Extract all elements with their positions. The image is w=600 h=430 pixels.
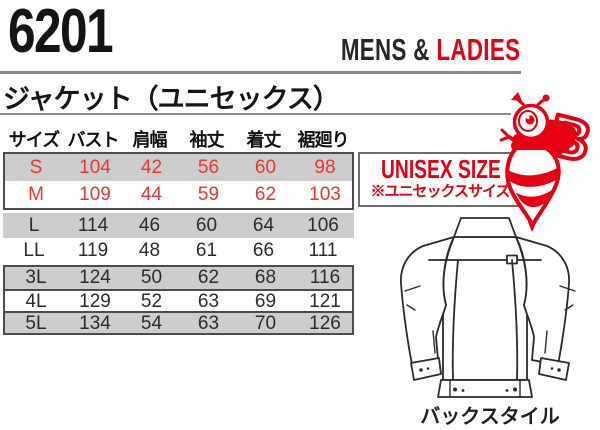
table-row-4l: 4L 129 52 63 69 121 (5, 289, 352, 311)
hem-cell: 121 (309, 291, 341, 311)
title-divider (0, 113, 511, 115)
length-cell: 64 (252, 215, 275, 236)
table-row-ll: LL 119 48 61 66 111 (3, 238, 354, 263)
column-header-shoulder: 肩幅 (132, 130, 168, 150)
shoulder-cell: 54 (140, 313, 163, 333)
hem-cell: 98 (314, 157, 336, 178)
unisex-size-title: UNISEX SIZE (381, 154, 501, 184)
length-cell: 69 (254, 291, 277, 311)
hem-cell: 126 (309, 313, 341, 333)
large-size-group: 3L 124 50 62 68 116 4L 129 52 63 69 121 … (3, 265, 354, 335)
size-cell: M (28, 184, 44, 205)
bust-cell: 114 (77, 215, 109, 236)
bust-cell: 119 (77, 240, 109, 261)
length-cell: 70 (254, 313, 277, 333)
table-row-3l: 3L 124 50 62 68 116 (5, 267, 352, 289)
size-cell: L (28, 215, 40, 236)
bee-mascot-icon: B (499, 92, 600, 232)
jacket-back-view-icon (400, 217, 576, 398)
sleeve-cell: 63 (197, 313, 220, 333)
product-code: 6201 (8, 0, 114, 66)
hem-cell: 103 (309, 184, 341, 205)
unisex-size-note: ※ユニセックスサイズ (370, 183, 510, 200)
size-cell: 4L (25, 291, 47, 311)
table-row-s: S 104 42 56 60 98 (5, 154, 352, 181)
column-header-size: サイズ (8, 130, 60, 150)
sleeve-cell: 62 (197, 267, 220, 288)
column-header-hem: 裾廻り (297, 130, 350, 150)
length-cell: 68 (254, 267, 277, 288)
table-row-m: M 109 44 59 62 103 (5, 181, 352, 208)
column-header-bust: バスト (67, 130, 120, 150)
ladies-label: LADIES (435, 32, 520, 67)
sleeve-cell: 59 (197, 184, 220, 205)
bust-cell: 124 (79, 267, 111, 288)
size-table-header-row: サイズ バスト 肩幅 袖丈 着丈 裾廻り (3, 128, 354, 152)
size-cell: 5L (25, 313, 47, 333)
length-cell: 62 (254, 184, 277, 205)
bust-cell: 134 (79, 313, 111, 333)
sleeve-cell: 61 (195, 240, 218, 261)
table-row-5l: 5L 134 54 63 70 126 (5, 311, 352, 333)
size-cell: S (29, 157, 43, 178)
hem-cell: 111 (308, 240, 338, 261)
shoulder-cell: 44 (140, 184, 163, 205)
length-cell: 66 (252, 240, 275, 261)
table-row-l: L 114 46 60 64 106 (3, 213, 354, 238)
sleeve-cell: 56 (197, 157, 220, 178)
shoulder-cell: 50 (140, 267, 163, 288)
bust-cell: 104 (79, 157, 111, 178)
length-cell: 60 (254, 157, 277, 178)
product-title: ジャケット（ユニセックス） (3, 84, 340, 114)
back-style-caption: バックスタイル (420, 406, 560, 428)
size-cell: LL (23, 240, 45, 261)
shoulder-cell: 42 (140, 157, 163, 178)
column-header-sleeve: 袖丈 (189, 130, 225, 150)
unisex-size-group: S 104 42 56 60 98 M 109 44 59 62 103 (3, 152, 354, 210)
size-table: サイズ バスト 肩幅 袖丈 着丈 裾廻り S 104 42 56 60 98 M… (3, 128, 354, 335)
shoulder-cell: 48 (138, 240, 161, 261)
shoulder-cell: 52 (140, 291, 163, 311)
size-cell: 3L (25, 267, 47, 288)
unisex-size-badge: UNISEX SIZE ※ユニセックスサイズ (358, 152, 522, 207)
hem-cell: 116 (309, 267, 341, 288)
header-divider (0, 71, 521, 74)
hem-cell: 106 (307, 215, 339, 236)
shoulder-cell: 46 (138, 215, 161, 236)
bust-cell: 109 (79, 184, 111, 205)
mens-label: MENS & (340, 32, 436, 67)
bust-cell: 129 (79, 291, 111, 311)
sleeve-cell: 63 (197, 291, 220, 311)
sleeve-cell: 60 (195, 215, 218, 236)
audience-label: MENS & LADIES (0, 33, 520, 67)
column-header-length: 着丈 (246, 130, 282, 150)
